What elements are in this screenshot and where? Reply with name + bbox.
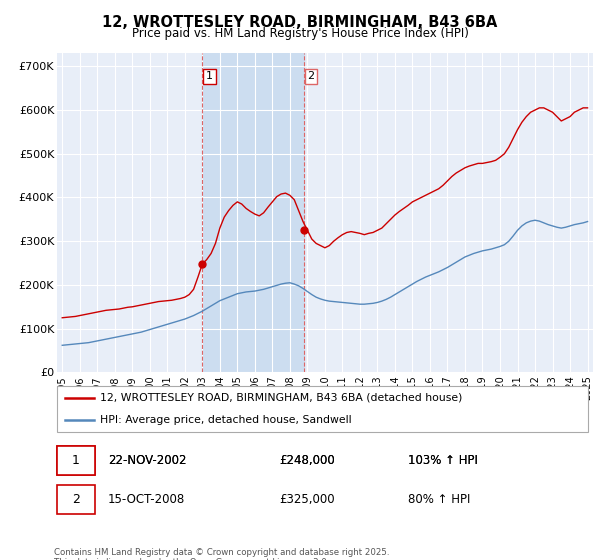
Text: 22-NOV-2002: 22-NOV-2002 — [108, 454, 186, 467]
FancyBboxPatch shape — [56, 446, 95, 475]
Text: 1: 1 — [206, 72, 213, 81]
Text: 2: 2 — [307, 72, 314, 81]
Text: £248,000: £248,000 — [280, 454, 335, 467]
Text: 80% ↑ HPI: 80% ↑ HPI — [409, 493, 471, 506]
FancyBboxPatch shape — [56, 485, 95, 514]
Text: £248,000: £248,000 — [280, 454, 335, 467]
Bar — [202, 53, 304, 372]
FancyBboxPatch shape — [56, 446, 95, 475]
Text: 20: 20 — [68, 454, 84, 467]
Text: 12, WROTTESLEY ROAD, BIRMINGHAM, B43 6BA: 12, WROTTESLEY ROAD, BIRMINGHAM, B43 6BA — [103, 15, 497, 30]
FancyBboxPatch shape — [56, 386, 589, 432]
Text: 2: 2 — [72, 493, 80, 506]
Text: £325,000: £325,000 — [280, 493, 335, 506]
Text: 103% ↑ HPI: 103% ↑ HPI — [409, 454, 478, 467]
Text: Price paid vs. HM Land Registry's House Price Index (HPI): Price paid vs. HM Land Registry's House … — [131, 27, 469, 40]
Text: 103% ↑ HPI: 103% ↑ HPI — [409, 454, 478, 467]
Text: 15-OCT-2008: 15-OCT-2008 — [108, 493, 185, 506]
Text: 1: 1 — [72, 454, 80, 467]
Text: 12, WROTTESLEY ROAD, BIRMINGHAM, B43 6BA (detached house): 12, WROTTESLEY ROAD, BIRMINGHAM, B43 6BA… — [100, 393, 462, 403]
Text: HPI: Average price, detached house, Sandwell: HPI: Average price, detached house, Sand… — [100, 415, 351, 425]
Text: 22-NOV-2002: 22-NOV-2002 — [108, 454, 186, 467]
Text: Contains HM Land Registry data © Crown copyright and database right 2025.
This d: Contains HM Land Registry data © Crown c… — [54, 548, 389, 560]
